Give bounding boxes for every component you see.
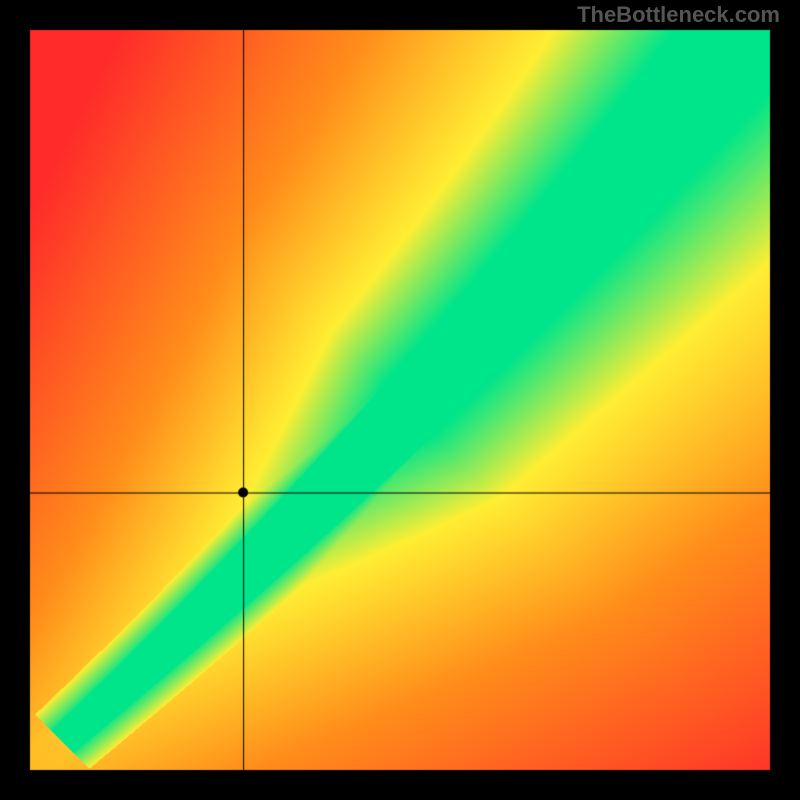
chart-container: TheBottleneck.com xyxy=(0,0,800,800)
watermark-text: TheBottleneck.com xyxy=(577,2,780,28)
heatmap-canvas xyxy=(0,0,800,800)
